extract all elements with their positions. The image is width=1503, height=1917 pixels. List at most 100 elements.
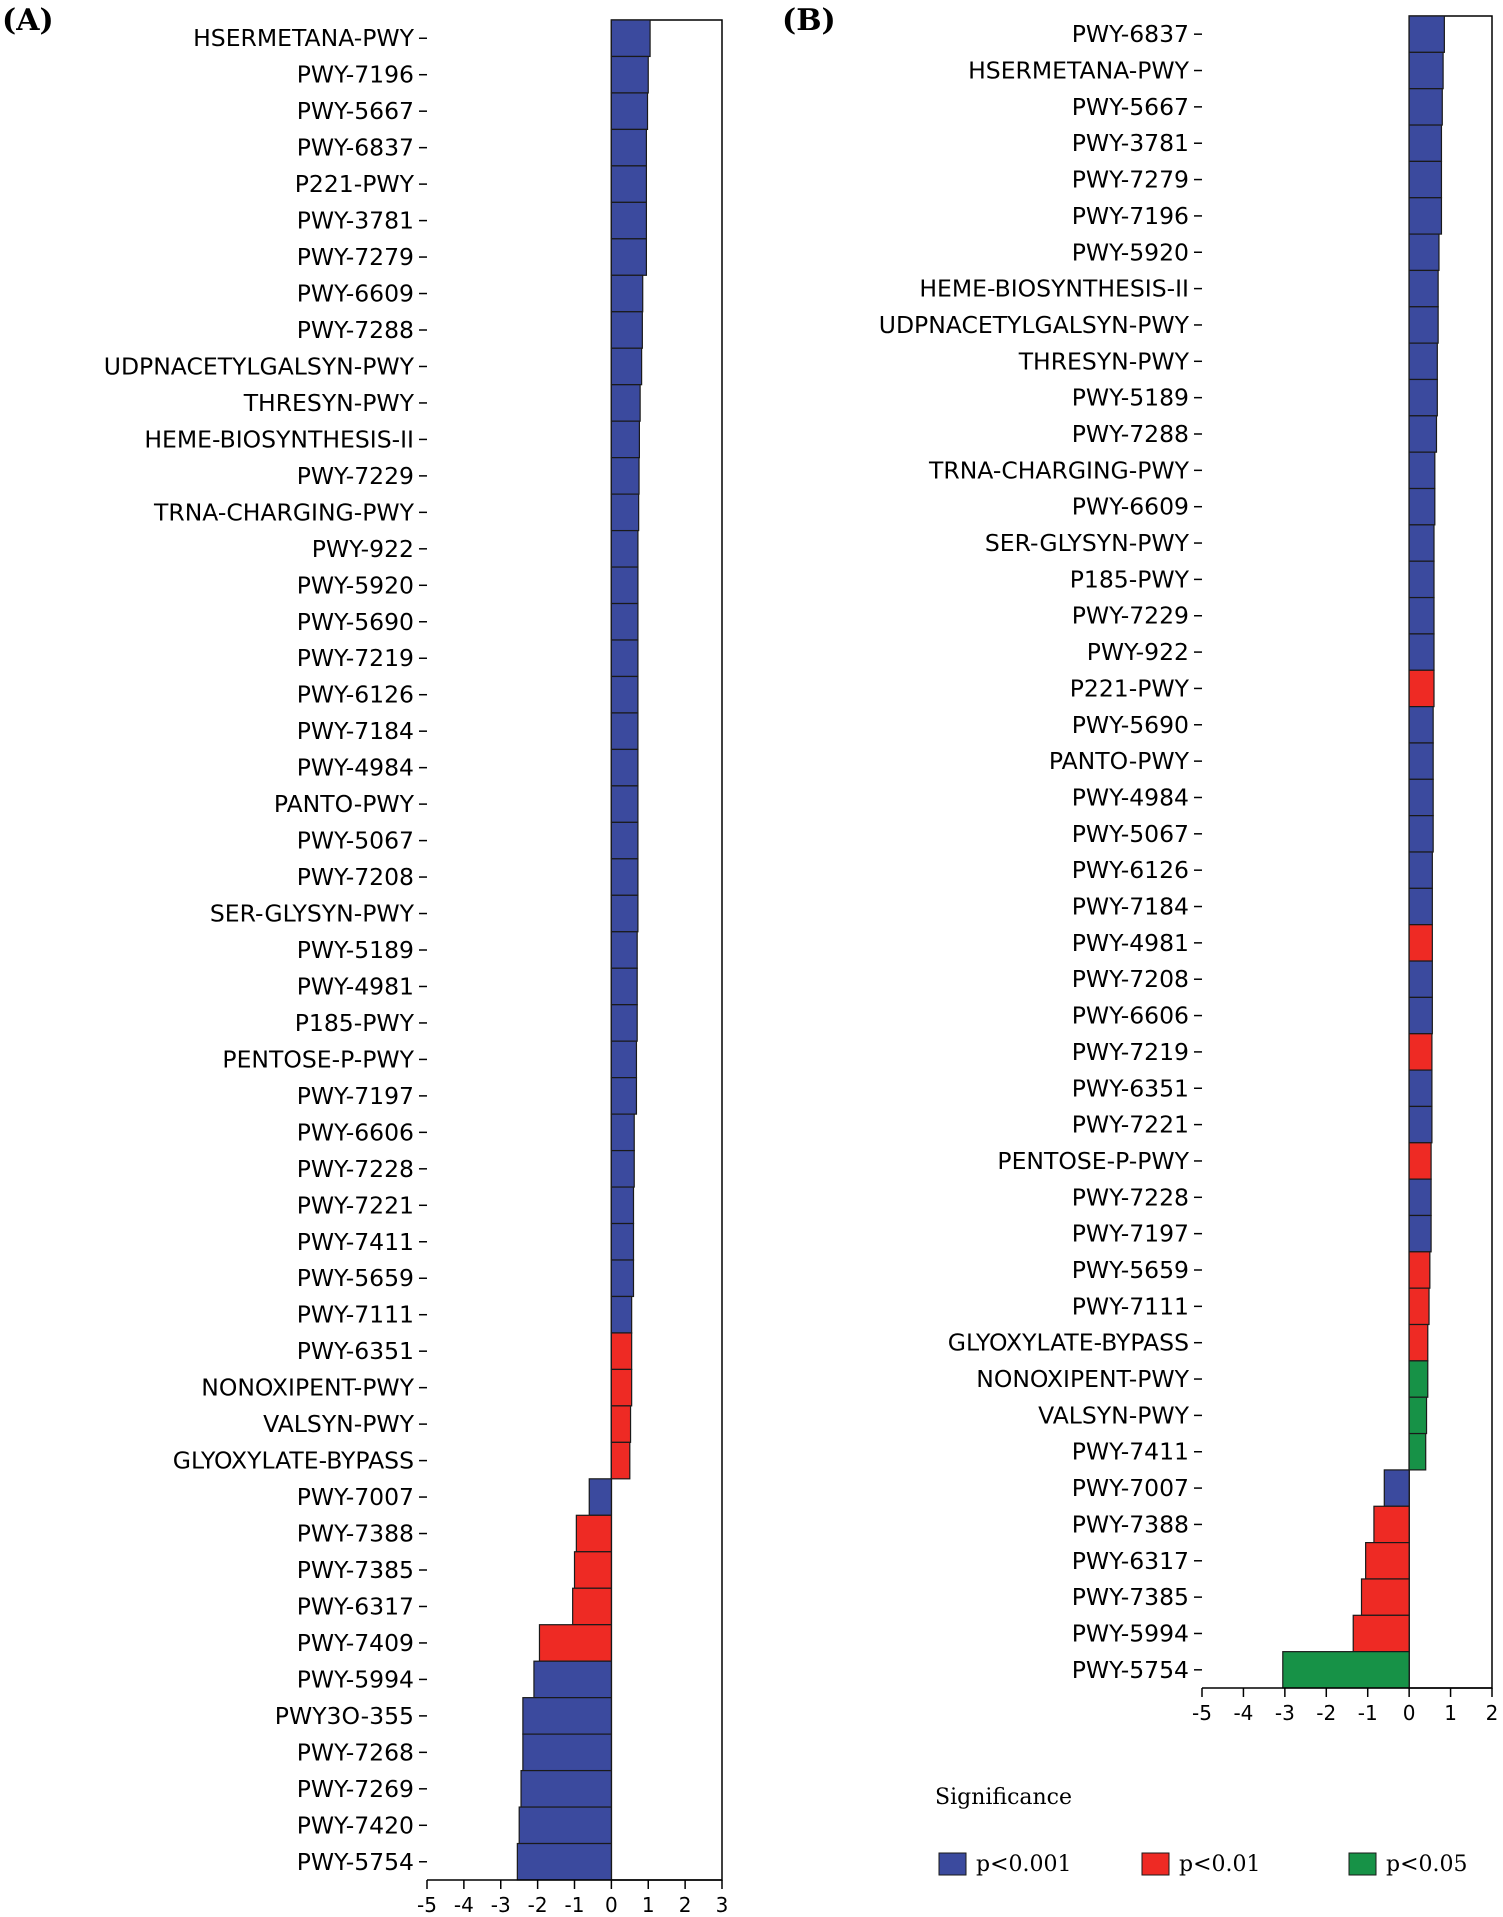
bar-a-p221-pwy <box>610 165 648 203</box>
category-label: PWY-922 <box>312 535 414 563</box>
category-label: PWY-7388 <box>1072 1510 1189 1538</box>
category-label: PWY-7409 <box>297 1629 414 1657</box>
x-tick-label: -4 <box>454 1893 474 1917</box>
category-label: VALSYN-PWY <box>263 1410 414 1438</box>
bar-b-pwy-7279 <box>1408 160 1443 199</box>
panel-b-label: (B) <box>782 3 836 38</box>
bar-a-pwy-6609 <box>610 274 644 313</box>
bar-a-pwy-4984 <box>610 748 639 787</box>
category-label: PWY-5994 <box>297 1665 414 1693</box>
bar-a-pwy3o-355 <box>522 1697 612 1735</box>
bar-a-pwy-7411 <box>610 1222 635 1261</box>
bar-b-pwy-7288 <box>1408 415 1438 453</box>
panel-a-chart: HSERMETANA-PWY PWY-7196 PWY-5667 PWY-6837 P2… <box>104 19 728 1917</box>
category-label: PWY-7196 <box>1072 202 1189 230</box>
category-label: PWY-7420 <box>297 1811 414 1839</box>
category-label: PWY-5659 <box>297 1264 414 1292</box>
category-label: PWY-7279 <box>297 243 414 271</box>
bar-a-pwy-6126 <box>610 675 639 714</box>
bar-a-pwy-5659 <box>610 1259 635 1298</box>
category-label: PWY-7228 <box>297 1155 414 1183</box>
bar-a-pwy-5189 <box>610 931 638 969</box>
category-label: PWY-7111 <box>297 1301 414 1329</box>
category-label: VALSYN-PWY <box>1038 1401 1189 1429</box>
x-tick-label: -3 <box>1275 1701 1295 1725</box>
bar-b-pwy-7388 <box>1373 1505 1410 1544</box>
bar-a-pwy-5067 <box>610 821 639 860</box>
category-label: PWY-6351 <box>1072 1074 1189 1102</box>
bar-a-nonoxipent-pwy <box>610 1368 633 1407</box>
bar-a-pwy-6317 <box>572 1587 612 1626</box>
category-label: PENTOSE-P-PWY <box>222 1045 414 1073</box>
category-label: PWY-7197 <box>297 1082 414 1110</box>
category-label: PWY-5920 <box>297 571 414 599</box>
bar-b-heme-biosynthesis-ii <box>1408 269 1439 308</box>
category-label: TRNA-CHARGING-PWY <box>153 498 415 526</box>
bar-b-pwy-7184 <box>1408 887 1433 926</box>
bar-a-pwy-7111 <box>610 1295 633 1334</box>
bar-b-pentose-p-pwy <box>1408 1142 1432 1180</box>
category-label: P221-PWY <box>1070 674 1190 702</box>
category-label: PWY-7196 <box>297 61 414 89</box>
category-label: PWY3O-355 <box>275 1702 414 1730</box>
category-label: PWY-4981 <box>1072 929 1189 957</box>
legend-swatch-p-lt-0-01 <box>1141 1852 1170 1876</box>
legend: Significance p<0.001 p<0.01 p<0.05 <box>935 1785 1468 1877</box>
category-label: PWY-5667 <box>1072 93 1189 121</box>
bar-b-pwy-3781 <box>1408 124 1443 162</box>
category-label: PWY-6837 <box>297 134 414 162</box>
bar-b-pwy-7219 <box>1408 1033 1433 1071</box>
bar-a-pwy-7388 <box>575 1514 612 1553</box>
category-label: PWY-7411 <box>1072 1438 1189 1466</box>
bar-b-pwy-4981 <box>1408 924 1433 962</box>
bar-b-pwy-6609 <box>1408 487 1436 526</box>
category-label: PWY-3781 <box>1072 129 1189 157</box>
x-tick-label: -2 <box>1316 1701 1336 1725</box>
category-label: PWY-7208 <box>297 863 414 891</box>
bar-b-pwy-4984 <box>1408 778 1434 817</box>
bar-b-pwy-7197 <box>1408 1214 1432 1253</box>
bar-b-pwy-7007 <box>1383 1469 1410 1507</box>
bar-a-pwy-7385 <box>573 1551 612 1589</box>
category-label: PWY-7221 <box>1072 1111 1189 1139</box>
bar-a-pwy-7197 <box>610 1077 638 1115</box>
bar-a-glyoxylate-bypass <box>610 1441 631 1480</box>
bar-b-pwy-5690 <box>1408 706 1434 744</box>
bar-a-hsermetana-pwy <box>610 19 651 58</box>
x-tick-label: 2 <box>679 1893 692 1917</box>
bar-a-pwy-922 <box>610 529 639 568</box>
legend-label-p-lt-0-05: p<0.05 <box>1386 1852 1468 1877</box>
category-label: PWY-5920 <box>1072 238 1189 266</box>
category-label: PWY-7219 <box>297 644 414 672</box>
bar-a-pwy-6606 <box>610 1113 635 1152</box>
x-tick-label: -5 <box>417 1893 437 1917</box>
bar-b-valsyn-pwy <box>1408 1396 1428 1435</box>
bar-a-pwy-6351 <box>610 1332 633 1371</box>
category-label: PWY-6606 <box>1072 1002 1189 1030</box>
category-label: TRNA-CHARGING-PWY <box>928 456 1190 484</box>
category-label: PWY-3781 <box>297 207 414 235</box>
legend-label-p-lt-0-001: p<0.001 <box>976 1852 1072 1877</box>
bar-b-ser-glysyn-pwy <box>1408 524 1435 562</box>
category-label: THRESYN-PWY <box>1018 347 1190 375</box>
bar-a-pwy-5667 <box>610 92 649 131</box>
category-label: PWY-4984 <box>297 754 414 782</box>
bar-b-pwy-7196 <box>1408 197 1443 235</box>
category-label: PWY-6606 <box>297 1118 414 1146</box>
category-label: PWY-5754 <box>1072 1656 1189 1684</box>
category-label: PANTO-PWY <box>1049 747 1190 775</box>
bar-a-pwy-7279 <box>610 238 648 276</box>
category-label: PWY-6317 <box>297 1592 414 1620</box>
category-label: PWY-5067 <box>297 827 414 855</box>
category-label: NONOXIPENT-PWY <box>201 1374 414 1402</box>
legend-label-p-lt-0-01: p<0.01 <box>1179 1852 1261 1877</box>
legend-swatch-p-lt-0-001 <box>938 1852 967 1876</box>
bar-b-pwy-922 <box>1408 633 1435 671</box>
category-label: HEME-BIOSYNTHESIS-II <box>919 275 1189 303</box>
bar-b-pwy-6351 <box>1408 1069 1433 1108</box>
bar-b-glyoxylate-bypass <box>1408 1323 1429 1362</box>
bar-b-udpnacetylgalsyn-pwy <box>1408 306 1439 344</box>
bar-a-pwy-7288 <box>610 311 643 349</box>
bar-b-pwy-7221 <box>1408 1105 1433 1144</box>
bar-a-panto-pwy <box>610 785 639 823</box>
